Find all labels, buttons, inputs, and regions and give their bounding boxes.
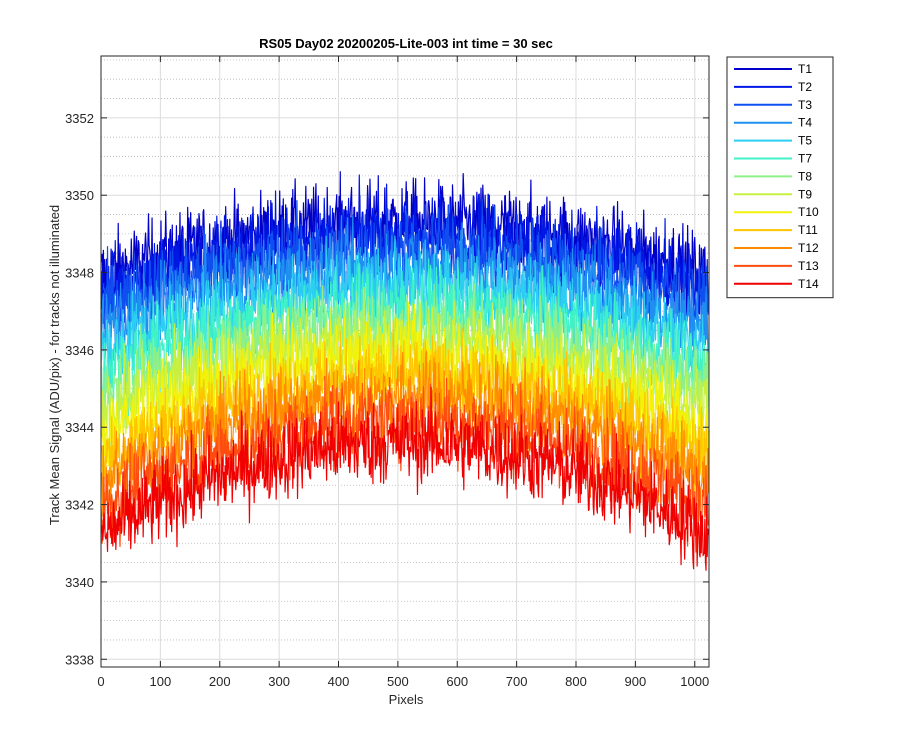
legend-label-t12: T12 <box>798 241 819 255</box>
chart-title: RS05 Day02 20200205-Lite-003 int time = … <box>259 36 553 51</box>
legend-label-t3: T3 <box>798 98 812 112</box>
y-tick-label: 3342 <box>65 498 94 513</box>
y-tick-label: 3348 <box>65 266 94 281</box>
x-axis: 0 100 200 300 400 500 600 700 800 900 1000 <box>97 56 709 689</box>
legend-label-t11: T11 <box>798 223 818 237</box>
y-axis: 3338 3340 3342 3344 3346 3348 3350 3352 <box>65 111 709 667</box>
x-tick-label: 900 <box>625 674 647 689</box>
y-tick-label: 3340 <box>65 575 94 590</box>
y-tick-label: 3338 <box>65 652 94 667</box>
y-tick-label: 3352 <box>65 111 94 126</box>
series-line-t4 <box>100 215 709 375</box>
x-tick-label: 800 <box>565 674 587 689</box>
legend-label-t10: T10 <box>798 205 819 219</box>
x-axis-label: Pixels <box>389 692 424 707</box>
x-tick-label: 600 <box>446 674 468 689</box>
y-tick-label: 3344 <box>65 420 94 435</box>
legend-label-t4: T4 <box>798 116 812 130</box>
x-tick-label: 400 <box>328 674 350 689</box>
x-tick-label: 700 <box>506 674 528 689</box>
legend-label-t9: T9 <box>798 187 812 201</box>
x-tick-label: 300 <box>268 674 290 689</box>
series-line-t12 <box>100 350 710 520</box>
x-tick-label: 1000 <box>680 674 709 689</box>
series-line-t14 <box>100 386 710 571</box>
y-tick-label: 3346 <box>65 343 94 358</box>
y-tick-label: 3350 <box>65 188 94 203</box>
legend-label-t1: T1 <box>798 62 812 76</box>
legend-label-t14: T14 <box>798 277 819 291</box>
legend-label-t7: T7 <box>798 152 812 166</box>
legend-label-t8: T8 <box>798 169 812 183</box>
x-tick-label: 100 <box>150 674 172 689</box>
legend: T1 T2 T3 T4 T5 T7 T8 T9 T10 T11 T12 T13 T14 <box>726 56 834 299</box>
x-tick-label: 500 <box>387 674 409 689</box>
y-axis-label: Track Mean Signal (ADU/pix) - for tracks… <box>47 205 62 525</box>
plot-frame <box>100 55 710 668</box>
x-tick-label: 0 <box>97 674 104 689</box>
series-line-t1 <box>100 171 709 324</box>
x-tick-label: 200 <box>209 674 231 689</box>
legend-label-t2: T2 <box>798 80 812 94</box>
legend-label-t13: T13 <box>798 259 819 273</box>
series-layer <box>100 171 710 571</box>
legend-label-t5: T5 <box>798 134 812 148</box>
